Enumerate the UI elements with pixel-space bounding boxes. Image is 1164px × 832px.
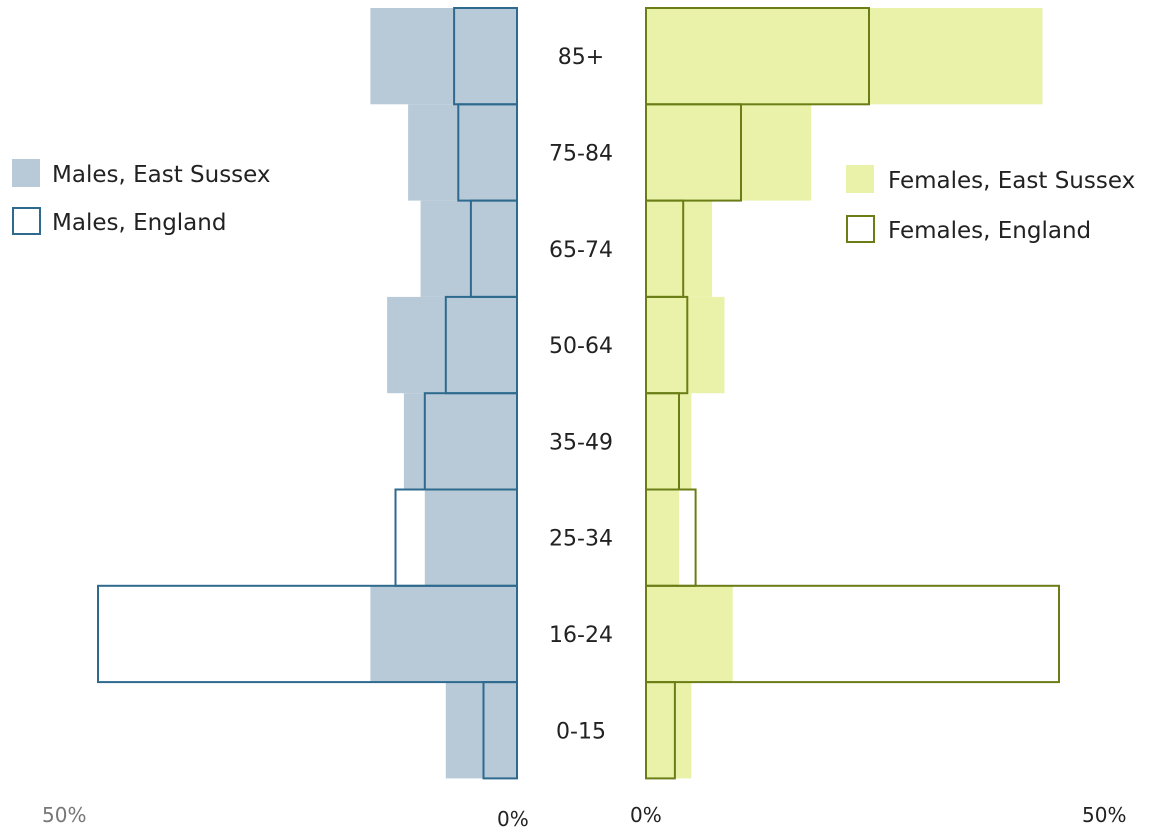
age-label-85-plus: 85+ (558, 45, 604, 70)
tick-label-female-max: 50% (1082, 803, 1126, 827)
bar-males-east-sussex-0-15 (445, 682, 517, 779)
tick-label-female-zero: 0% (630, 803, 662, 827)
bar-females-east-sussex-0-15 (646, 682, 692, 779)
bar-females-east-sussex-85-plus (646, 8, 1043, 105)
tick-label-male-zero: 0% (497, 807, 529, 831)
bar-males-east-sussex-85-plus (370, 8, 518, 105)
bar-females-east-sussex-75-84 (646, 104, 812, 201)
males-east-sussex-legend-label: Males, East Sussex (52, 162, 271, 188)
females-england-legend-label: Females, England (888, 218, 1091, 244)
males-england-swatch (12, 207, 41, 235)
bar-females-east-sussex-35-49 (646, 393, 692, 490)
age-label-50-64: 50-64 (549, 334, 613, 359)
age-label-0-15: 0-15 (556, 719, 606, 744)
age-label-75-84: 75-84 (549, 141, 613, 166)
bar-males-east-sussex-16-24 (370, 585, 518, 683)
age-group-labels: 85+ 75-84 65-74 50-64 35-49 25-34 16-24 0-15 (549, 45, 613, 744)
tick-label-male-max: 50% (42, 803, 86, 827)
bar-males-east-sussex-35-49 (403, 393, 517, 490)
males-east-sussex-bars (370, 8, 518, 779)
bar-males-east-sussex-25-34 (424, 489, 517, 586)
bar-females-east-sussex-25-34 (646, 489, 679, 586)
females-east-sussex-bars (646, 8, 1043, 779)
males-east-sussex-swatch (12, 159, 40, 187)
age-label-25-34: 25-34 (549, 527, 613, 552)
females-east-sussex-swatch (846, 165, 874, 193)
bar-females-east-sussex-50-64 (646, 296, 725, 394)
females-legend: Females, East Sussex Females, England (846, 165, 1135, 244)
bar-males-east-sussex-65-74 (420, 200, 517, 297)
age-label-35-49: 35-49 (549, 430, 613, 455)
bar-females-east-sussex-16-24 (646, 585, 733, 683)
age-label-65-74: 65-74 (549, 238, 613, 263)
bar-females-east-sussex-65-74 (646, 200, 713, 297)
age-label-16-24: 16-24 (549, 623, 613, 648)
females-england-swatch (846, 215, 875, 243)
bar-males-east-sussex-50-64 (387, 296, 517, 394)
females-east-sussex-legend-label: Females, East Sussex (888, 168, 1135, 194)
males-legend: Males, East Sussex Males, England (12, 159, 271, 236)
males-england-legend-label: Males, England (52, 210, 226, 236)
bar-males-east-sussex-75-84 (408, 104, 517, 201)
